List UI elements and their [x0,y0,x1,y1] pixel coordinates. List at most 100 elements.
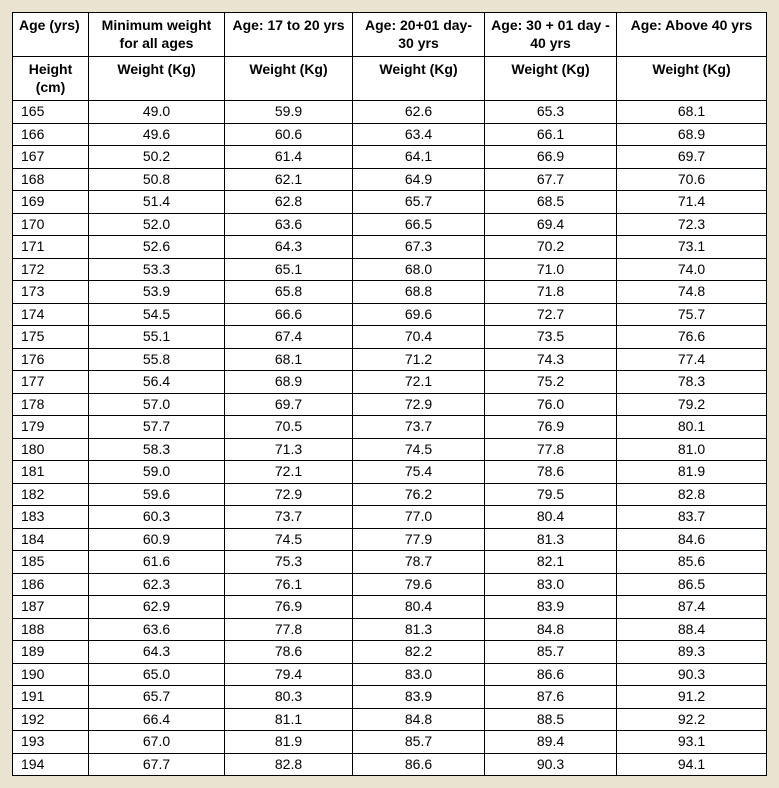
cell-weight: 65.3 [485,101,617,124]
table-row: 17454.566.669.672.775.7 [13,303,767,326]
cell-weight: 59.6 [89,483,225,506]
cell-weight: 70.5 [225,416,353,439]
cell-weight: 77.0 [353,506,485,529]
cell-weight: 68.5 [485,191,617,214]
cell-weight: 82.1 [485,551,617,574]
cell-height: 175 [13,326,89,349]
cell-weight: 68.1 [617,101,767,124]
cell-height: 180 [13,438,89,461]
table-row: 16850.862.164.967.770.6 [13,168,767,191]
table-row: 17957.770.573.776.980.1 [13,416,767,439]
cell-weight: 85.6 [617,551,767,574]
cell-height: 189 [13,641,89,664]
cell-weight: 85.7 [485,641,617,664]
table-row: 17152.664.367.370.273.1 [13,236,767,259]
cell-weight: 77.8 [485,438,617,461]
cell-weight: 74.3 [485,348,617,371]
cell-weight: 77.4 [617,348,767,371]
cell-weight: 68.1 [225,348,353,371]
cell-weight: 84.6 [617,528,767,551]
table-row: 19266.481.184.888.592.2 [13,708,767,731]
cell-weight: 93.1 [617,731,767,754]
cell-height: 181 [13,461,89,484]
cell-weight: 51.4 [89,191,225,214]
table-row: 18360.373.777.080.483.7 [13,506,767,529]
cell-weight: 62.3 [89,573,225,596]
cell-weight: 85.7 [353,731,485,754]
cell-height: 172 [13,258,89,281]
cell-weight: 66.4 [89,708,225,731]
table-row: 17353.965.868.871.874.8 [13,281,767,304]
header-row-1: Age (yrs) Minimum weight for all ages Ag… [13,13,767,57]
cell-weight: 64.3 [89,641,225,664]
cell-weight: 89.3 [617,641,767,664]
cell-weight: 66.9 [485,146,617,169]
cell-weight: 83.9 [353,686,485,709]
cell-weight: 73.7 [225,506,353,529]
cell-height: 177 [13,371,89,394]
cell-weight: 65.1 [225,258,353,281]
hdr-weight-2: Weight (Kg) [225,57,353,101]
cell-weight: 58.3 [89,438,225,461]
cell-weight: 83.0 [485,573,617,596]
cell-weight: 59.0 [89,461,225,484]
cell-weight: 62.6 [353,101,485,124]
cell-weight: 67.7 [89,753,225,776]
cell-weight: 76.1 [225,573,353,596]
cell-weight: 71.8 [485,281,617,304]
table-row: 18561.675.378.782.185.6 [13,551,767,574]
cell-weight: 72.1 [353,371,485,394]
hdr-age-17-20: Age: 17 to 20 yrs [225,13,353,57]
cell-weight: 71.0 [485,258,617,281]
table-row: 17555.167.470.473.576.6 [13,326,767,349]
cell-weight: 68.9 [225,371,353,394]
cell-weight: 78.3 [617,371,767,394]
table-row: 19467.782.886.690.394.1 [13,753,767,776]
cell-height: 184 [13,528,89,551]
table-row: 18863.677.881.384.888.4 [13,618,767,641]
cell-weight: 77.9 [353,528,485,551]
cell-height: 185 [13,551,89,574]
cell-weight: 82.2 [353,641,485,664]
cell-weight: 76.9 [485,416,617,439]
cell-weight: 82.8 [617,483,767,506]
table-row: 17857.069.772.976.079.2 [13,393,767,416]
cell-height: 194 [13,753,89,776]
cell-weight: 72.9 [353,393,485,416]
cell-weight: 49.0 [89,101,225,124]
cell-height: 179 [13,416,89,439]
cell-weight: 64.1 [353,146,485,169]
table-header: Age (yrs) Minimum weight for all ages Ag… [13,13,767,101]
cell-height: 186 [13,573,89,596]
cell-weight: 55.1 [89,326,225,349]
cell-weight: 53.3 [89,258,225,281]
cell-weight: 63.6 [89,618,225,641]
cell-weight: 67.3 [353,236,485,259]
cell-weight: 78.6 [225,641,353,664]
cell-height: 168 [13,168,89,191]
cell-weight: 65.7 [89,686,225,709]
table-row: 17052.063.666.569.472.3 [13,213,767,236]
table-row: 17253.365.168.071.074.0 [13,258,767,281]
hdr-weight-4: Weight (Kg) [485,57,617,101]
cell-weight: 79.5 [485,483,617,506]
cell-weight: 81.9 [225,731,353,754]
table-row: 18460.974.577.981.384.6 [13,528,767,551]
cell-weight: 74.5 [353,438,485,461]
table-body: 16549.059.962.665.368.116649.660.663.466… [13,101,767,776]
cell-weight: 73.1 [617,236,767,259]
cell-weight: 70.6 [617,168,767,191]
cell-weight: 82.8 [225,753,353,776]
cell-weight: 69.7 [617,146,767,169]
cell-weight: 71.4 [617,191,767,214]
cell-weight: 80.1 [617,416,767,439]
cell-weight: 88.5 [485,708,617,731]
cell-weight: 75.2 [485,371,617,394]
cell-weight: 63.6 [225,213,353,236]
cell-weight: 76.2 [353,483,485,506]
cell-height: 174 [13,303,89,326]
cell-weight: 68.8 [353,281,485,304]
hdr-age-20-30: Age: 20+01 day- 30 yrs [353,13,485,57]
cell-weight: 71.3 [225,438,353,461]
cell-weight: 65.0 [89,663,225,686]
